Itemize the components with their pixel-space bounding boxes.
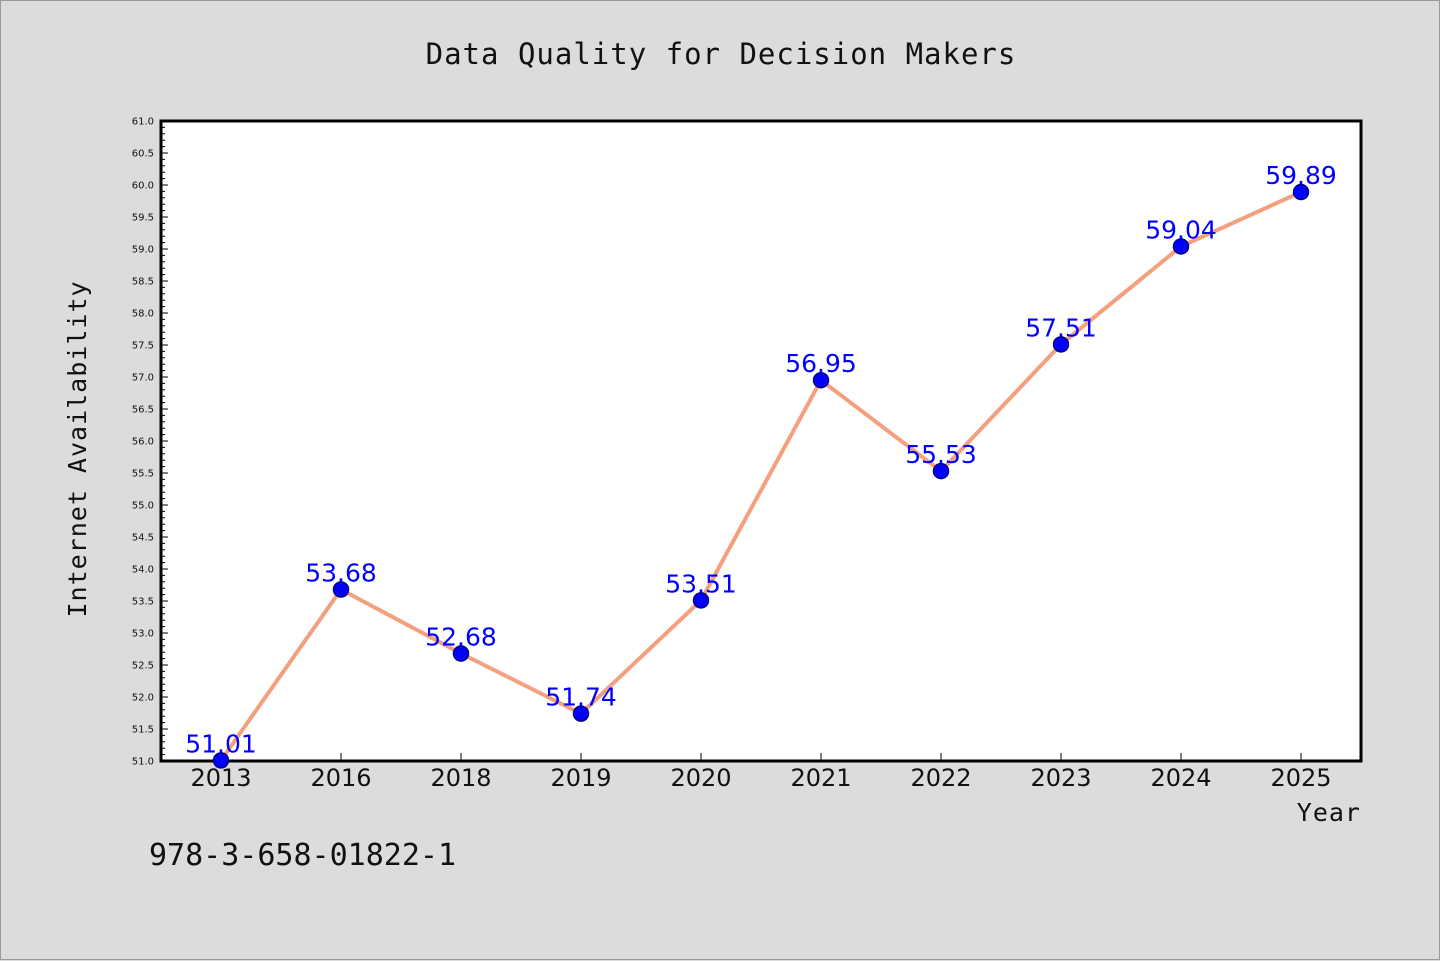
- y-tick-label: 60.0: [132, 181, 154, 192]
- y-tick-label: 55.5: [132, 469, 154, 480]
- y-tick-label: 53.0: [132, 629, 154, 640]
- data-point: [812, 371, 830, 389]
- y-tick-label: 56.0: [132, 437, 154, 448]
- x-tick-label: 2020: [670, 764, 731, 792]
- data-point: [692, 592, 710, 609]
- y-tick-label: 54.0: [132, 565, 154, 576]
- y-tick-label: 58.0: [132, 309, 154, 320]
- x-axis-label: Year: [1297, 798, 1361, 827]
- y-tick-label: 53.5: [132, 597, 154, 608]
- data-label: 59.89: [1265, 161, 1337, 190]
- footnote: 978-3-658-01822-1: [149, 838, 456, 873]
- y-tick-label: 51.5: [132, 725, 154, 736]
- data-point: [1292, 183, 1310, 201]
- y-tick-label: 55.0: [132, 501, 154, 512]
- data-label: 51.01: [185, 729, 257, 758]
- x-tick-label: 2023: [1030, 764, 1091, 792]
- series-layer: [212, 183, 1310, 769]
- x-tick-label: 2022: [910, 764, 971, 792]
- data-label: 53.51: [665, 569, 737, 598]
- x-tick-label: 2025: [1270, 764, 1331, 792]
- y-tick-label: 52.5: [132, 661, 154, 672]
- y-tick-label: 52.0: [132, 693, 154, 704]
- x-tick-label: 2016: [310, 764, 371, 792]
- y-tick-label: 58.5: [132, 277, 154, 288]
- y-tick-label: 59.5: [132, 213, 154, 224]
- series-line: [219, 190, 1302, 762]
- data-point: [1052, 336, 1070, 353]
- y-tick-label: 60.5: [132, 149, 154, 160]
- y-axis: 51.0 51.5 52.0 52.5 53.0 53.5 54.0 54.5 55.0 55.5…: [132, 117, 168, 768]
- x-tick-label: 2024: [1150, 764, 1211, 792]
- y-tick-label: 57.0: [132, 373, 154, 384]
- data-point: [572, 705, 590, 722]
- y-tick-label: 51.0: [132, 757, 154, 768]
- y-tick-label: 54.5: [132, 533, 154, 544]
- chart-title: Data Quality for Decision Makers: [426, 37, 1017, 71]
- data-point: [212, 752, 230, 769]
- y-tick-label: 61.0: [132, 117, 154, 128]
- x-axis: 2013 2016 2018 2019 2020 2021 2022 2023 2024 2025: [190, 753, 1332, 792]
- plot-area: [159, 119, 1363, 763]
- x-tick-label: 2013: [190, 764, 251, 792]
- data-point: [1172, 238, 1190, 255]
- data-label: 55.53: [905, 440, 977, 469]
- x-tick-label: 2019: [550, 764, 611, 792]
- y-tick-label: 59.0: [132, 245, 154, 256]
- y-tick-label: 56.5: [132, 405, 154, 416]
- data-point: [452, 645, 470, 662]
- data-label: 52.68: [425, 622, 497, 651]
- y-axis-label: Internet Availability: [63, 280, 92, 617]
- data-label: 59.04: [1145, 215, 1217, 244]
- data-labels: 51.01 53.68 52.68 51.74 53.51 56.95 55.53 57.51…: [185, 161, 1337, 758]
- data-label: 53.68: [305, 558, 377, 587]
- data-label: 56.95: [785, 349, 857, 378]
- x-tick-label: 2018: [430, 764, 491, 792]
- data-point: [332, 581, 350, 598]
- data-label: 51.74: [545, 683, 617, 712]
- data-point: [932, 462, 950, 480]
- y-tick-label: 57.5: [132, 341, 154, 352]
- x-tick-label: 2021: [790, 764, 851, 792]
- data-label: 57.51: [1025, 313, 1097, 342]
